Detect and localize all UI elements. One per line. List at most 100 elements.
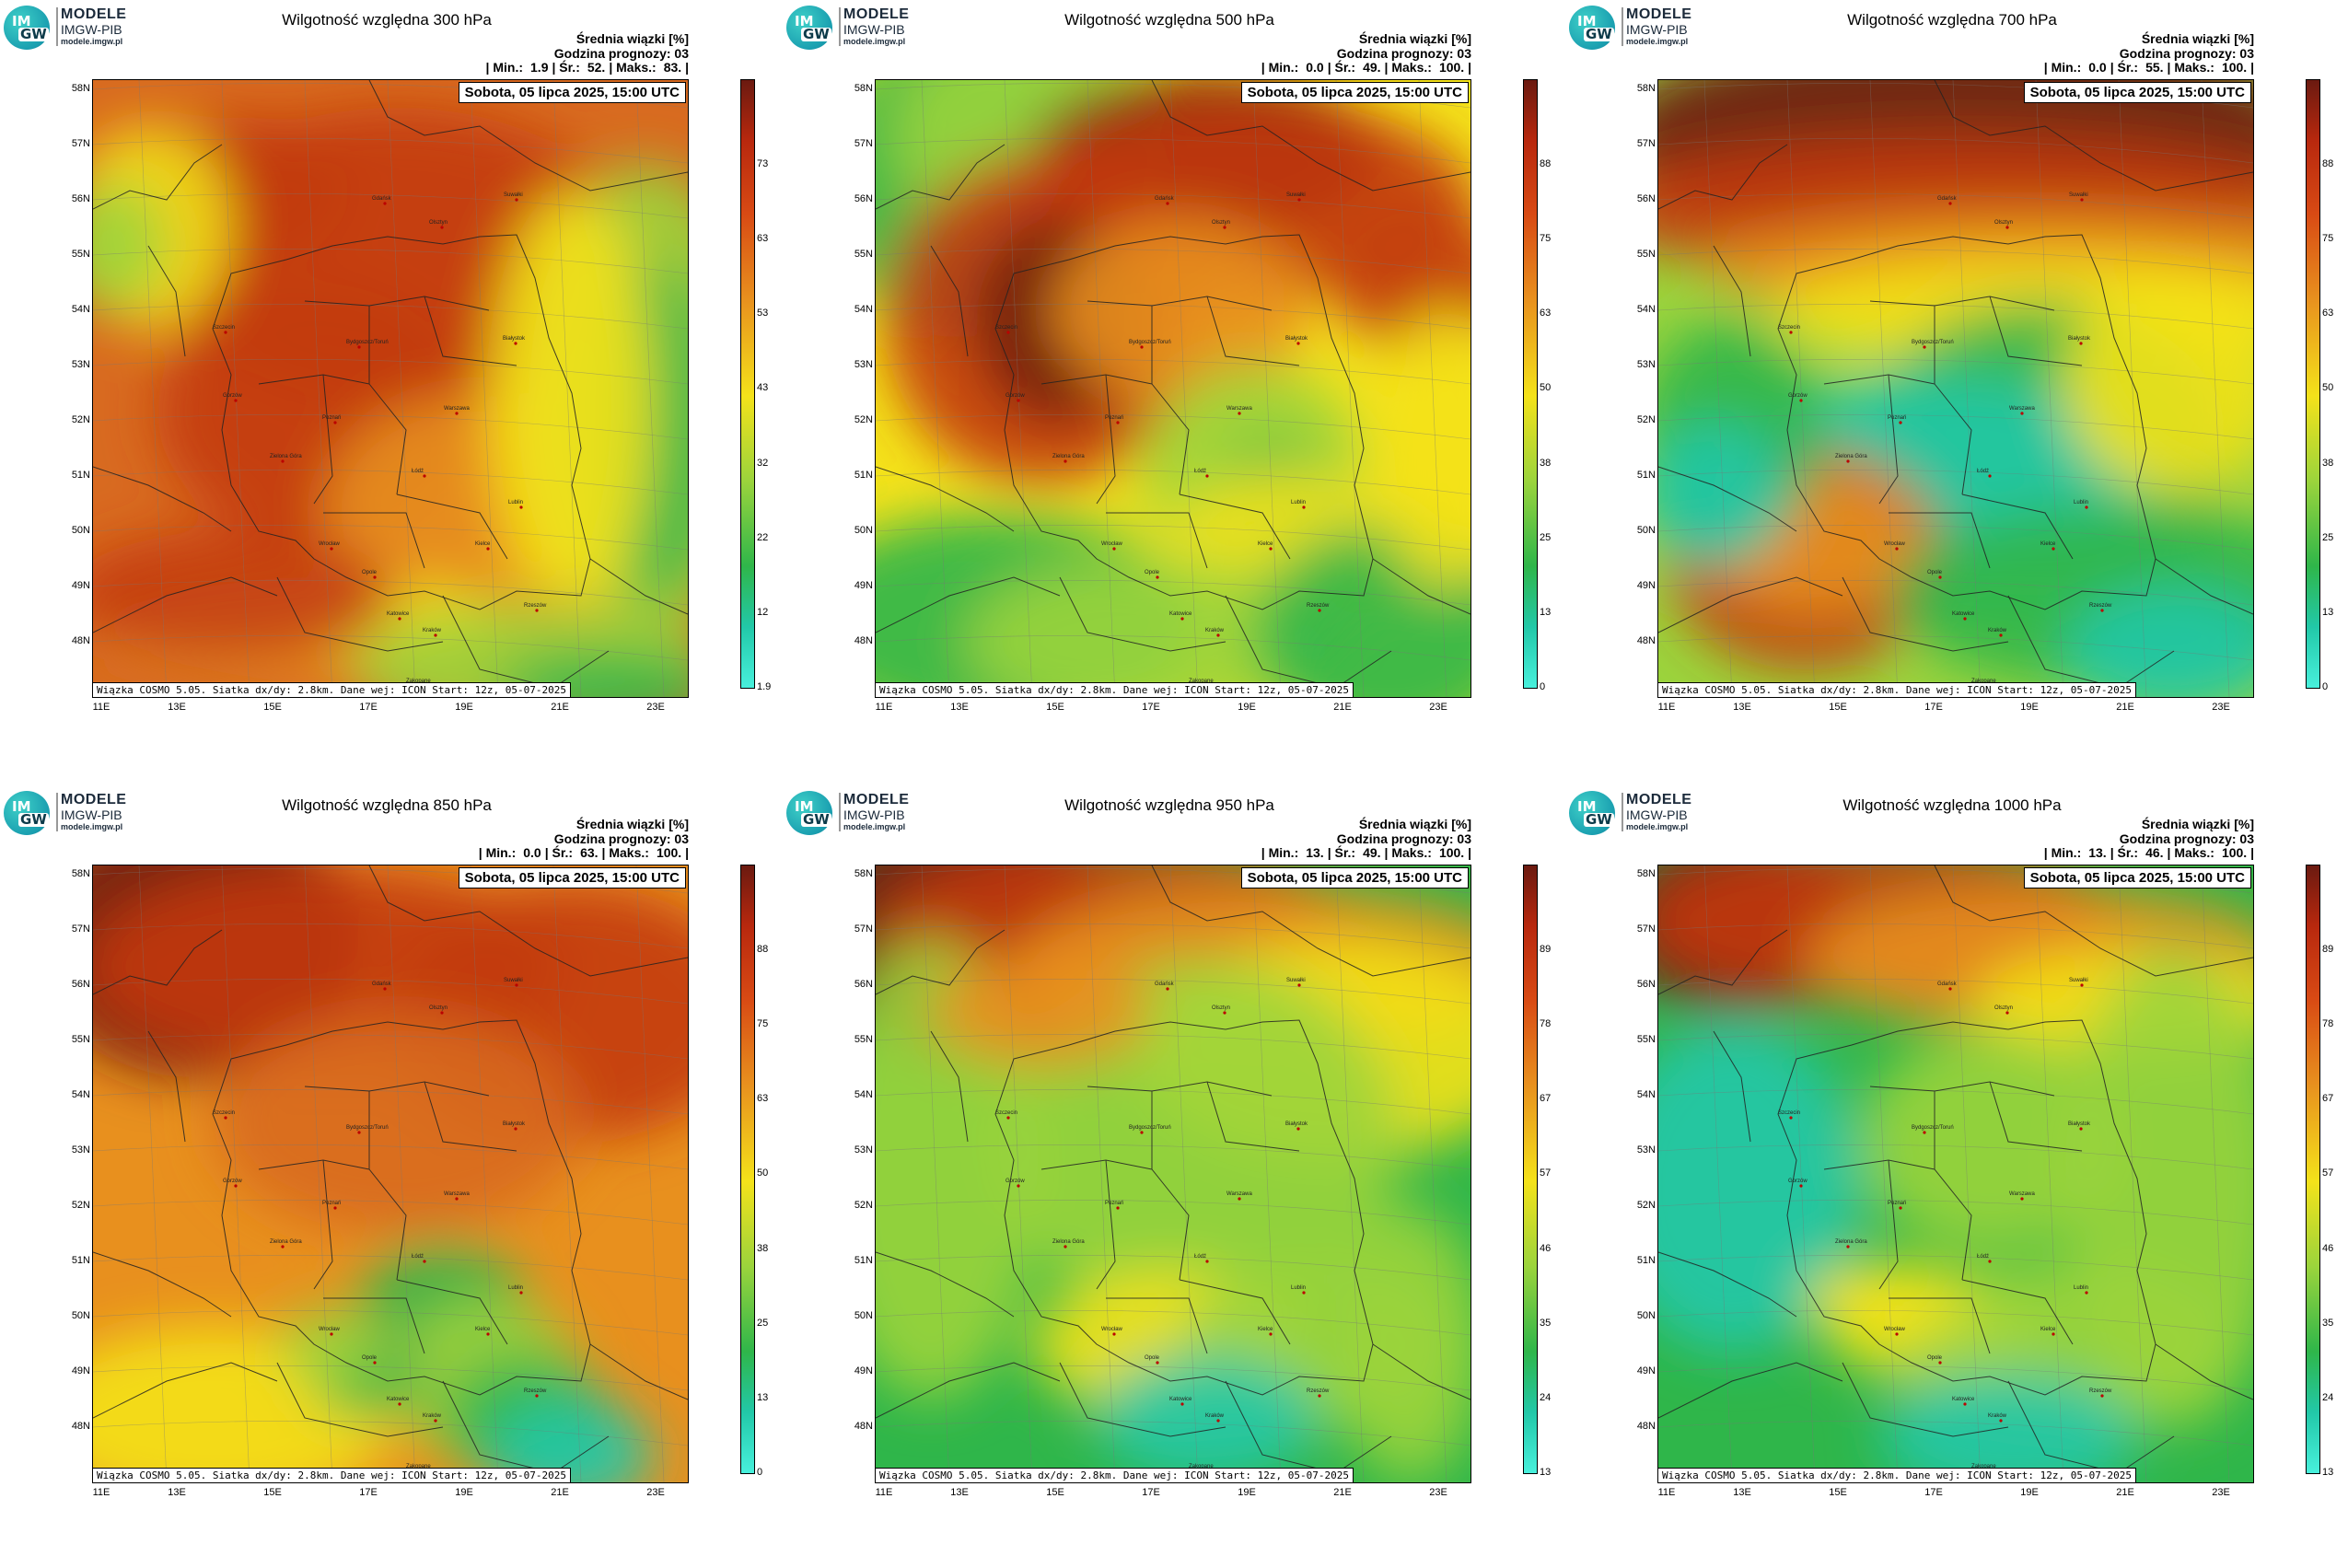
logo-line3: modele.imgw.pl — [1626, 822, 1689, 831]
imgw-logo: IM GW MODELE IMGW-PIB modele.imgw.pl — [1569, 4, 1735, 52]
city-marker — [281, 1245, 285, 1249]
city-label: Olsztyn — [1994, 220, 2013, 226]
city-marker — [281, 459, 285, 463]
forecast-hour-label: Godzina prognozy: 03 — [553, 46, 689, 61]
border-line — [258, 296, 517, 569]
humidity-area — [1336, 1206, 1470, 1482]
logo-mark-top: IM — [12, 798, 31, 815]
city-label: Bydgoszcz/Toruń — [1912, 340, 1954, 345]
colorbar — [740, 79, 755, 689]
avg-value: 46. — [2145, 845, 2164, 860]
panel-title: Wilgotność względna 500 hPa — [1064, 11, 1274, 29]
logo-text: MODELE IMGW-PIB modele.imgw.pl — [61, 792, 126, 832]
city-label: Zielona Góra — [1052, 1239, 1085, 1245]
colorbar-tick: 73 — [757, 158, 769, 169]
latitude-line — [1658, 1034, 2253, 1060]
humidity-area — [968, 559, 1336, 697]
city-label: Olsztyn — [1994, 1005, 2013, 1011]
forecast-panel: IM GW MODELE IMGW-PIB modele.imgw.pl Wilgotno… — [0, 0, 783, 783]
latitude-line — [93, 249, 688, 274]
longitude-label: 19E — [455, 1487, 473, 1498]
city-label: Kraków — [1205, 1413, 1225, 1419]
city-marker — [1116, 1206, 1120, 1210]
borders — [876, 80, 1470, 689]
latitude-line — [93, 1034, 688, 1060]
border-line — [93, 245, 278, 633]
ensemble-info: Średnia wiązki [%] Godzina prognozy: 03 — [554, 817, 689, 846]
latitude-line — [876, 1310, 1470, 1336]
colorbar — [2306, 865, 2320, 1474]
graticule — [1658, 865, 2253, 1482]
city-label: Zakopane — [406, 679, 431, 684]
latitude-label: 48N — [71, 1421, 90, 1432]
city-marker — [1238, 412, 1241, 415]
longitude-label: 17E — [359, 1487, 378, 1498]
city-label: Suwałki — [2069, 978, 2088, 983]
city-label: Szczecin — [995, 1110, 1017, 1116]
city-marker — [1999, 633, 2003, 637]
city-marker — [1156, 575, 1159, 579]
city-marker — [1216, 1419, 1220, 1423]
city-marker — [1938, 1361, 1942, 1365]
longitude-line — [1004, 80, 1033, 697]
latitude-label: 49N — [854, 580, 873, 591]
border-line — [93, 80, 688, 210]
latitude-line — [1658, 979, 2253, 1005]
city-label: Lublin — [508, 500, 523, 505]
humidity-area — [1373, 310, 1470, 587]
humidity-area — [213, 1013, 581, 1234]
humidity-field: Gdańsk Olsztyn Suwałki Szczecin Bydgoszcz/To… — [93, 80, 688, 697]
city-label: Kraków — [1205, 628, 1225, 633]
city-marker — [2100, 609, 2104, 612]
city-marker — [1948, 987, 1952, 991]
colorbar — [740, 865, 755, 1474]
imgw-logo: IM GW MODELE IMGW-PIB modele.imgw.pl — [4, 4, 169, 52]
colorbar — [2306, 79, 2320, 689]
colorbar-tick: 1.9 — [757, 681, 772, 692]
city-marker — [357, 1131, 361, 1134]
city-marker — [1948, 202, 1952, 205]
longitude-label: 17E — [1142, 702, 1160, 713]
city-marker — [234, 1184, 238, 1188]
colorbar-tick: 89 — [2322, 944, 2334, 955]
colorbar-tick: 25 — [2322, 531, 2334, 543]
city-label: Bydgoszcz/Toruń — [1912, 1125, 1954, 1131]
logo-mark-bottom: GW — [1584, 811, 1614, 828]
latitude-label: 50N — [71, 1310, 90, 1321]
latitude-line — [1658, 193, 2253, 219]
latitude-label: 54N — [71, 1089, 90, 1100]
border-line — [93, 865, 688, 995]
city-label: Łódź — [1194, 469, 1206, 474]
latitude-label: 50N — [854, 525, 873, 536]
latitude-label: 57N — [1636, 138, 1656, 149]
imgw-logo: IM GW MODELE IMGW-PIB modele.imgw.pl — [786, 4, 952, 52]
panel-title: Wilgotność względna 300 hPa — [282, 11, 492, 29]
city-marker — [1799, 1184, 1803, 1188]
colorbar-tick: 0 — [757, 1467, 763, 1478]
humidity-field: Gdańsk Olsztyn Suwałki Szczecin Bydgoszcz/To… — [1658, 865, 2253, 1482]
longitude-line — [221, 865, 250, 1482]
city-label: Katowice — [1169, 1397, 1192, 1402]
longitude-line — [1869, 80, 1899, 697]
forecast-panel: IM GW MODELE IMGW-PIB modele.imgw.pl Wilgotno… — [0, 785, 783, 1568]
imgw-logo-mark: IM GW — [786, 6, 832, 50]
city-label: Rzeszów — [2089, 1388, 2112, 1394]
latitude-label: 52N — [1636, 414, 1656, 425]
city-marker — [2085, 1291, 2088, 1295]
stats-end: | — [1464, 845, 1471, 860]
latitude-label: 55N — [854, 1034, 873, 1045]
longitude-line — [1004, 865, 1033, 1482]
city-label: Zielona Góra — [1052, 454, 1085, 459]
city-marker — [1789, 1116, 1793, 1120]
city-label: Zielona Góra — [1835, 454, 1867, 459]
city-label: Opole — [1145, 570, 1160, 575]
colorbar-tick: 13 — [2322, 1467, 2334, 1478]
latitude-line — [93, 525, 688, 551]
border-line — [212, 1019, 591, 1396]
logo-mark-top: IM — [795, 13, 814, 29]
latitude-label: 50N — [1636, 1310, 1656, 1321]
borders — [1658, 865, 2253, 1474]
city-label: Suwałki — [1286, 978, 1306, 983]
city-marker — [535, 609, 539, 612]
city-label: Warszawa — [444, 1191, 470, 1197]
